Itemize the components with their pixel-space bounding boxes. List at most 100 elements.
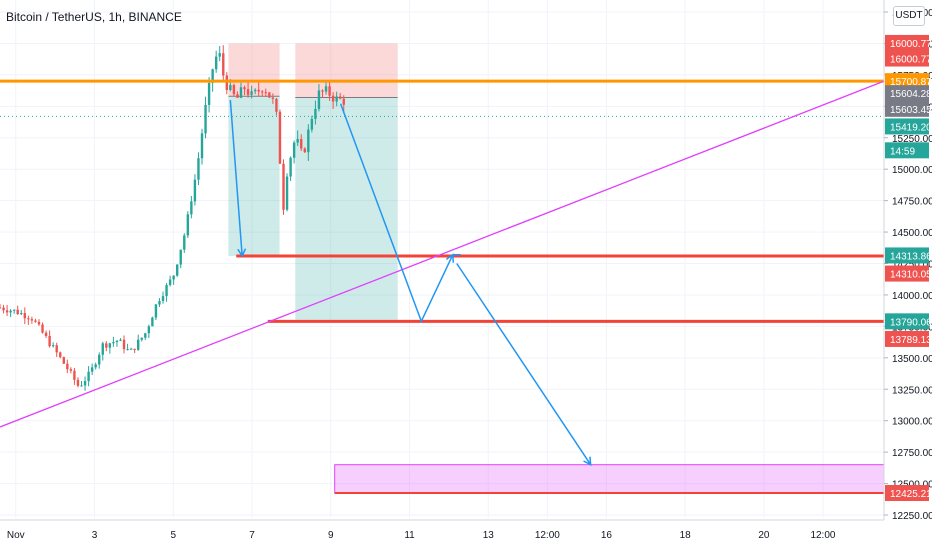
candle-body [250, 91, 253, 95]
candlesticks [0, 45, 345, 391]
candle-body [23, 313, 27, 319]
price-label-badge [885, 313, 929, 330]
trend-line[interactable] [0, 80, 885, 428]
candle-body [303, 148, 306, 153]
projection-arrow[interactable] [456, 263, 592, 466]
candle-body [37, 321, 41, 325]
candle-body [271, 97, 275, 99]
candle-body [317, 90, 321, 109]
candle-body [292, 142, 296, 158]
price-label: 12425.21 [890, 489, 932, 500]
projection-arrow[interactable] [339, 103, 454, 324]
candle-body [253, 89, 257, 92]
candle-body [183, 235, 186, 250]
candle-body [190, 201, 193, 215]
time-tick-label: 13 [483, 530, 495, 541]
candle-body [108, 343, 112, 348]
candle-body [275, 98, 278, 112]
candle-body [278, 111, 282, 164]
candle-body [225, 75, 229, 91]
candle-body [48, 335, 51, 347]
candle-body [158, 301, 161, 305]
grid [0, 0, 884, 518]
candle-body [154, 304, 158, 318]
candle-body [69, 369, 73, 371]
candle-body [140, 337, 143, 340]
candle-body [321, 90, 324, 92]
candle-body [229, 85, 232, 91]
candle-body [243, 87, 246, 90]
candle-body [207, 82, 211, 105]
candle-body [27, 318, 30, 320]
candle-body [87, 371, 90, 382]
candle-body [115, 340, 119, 343]
price-axis[interactable]: 16250.0016000.0015750.0015500.0015250.00… [883, 0, 932, 550]
price-label-badge [885, 247, 929, 264]
price-label: 16000.77 [890, 39, 932, 50]
time-tick-label: 3 [92, 530, 98, 541]
projection-arrow[interactable] [229, 99, 243, 257]
time-tick-label: 18 [680, 530, 692, 541]
time-axis-background [0, 520, 884, 550]
candle-body [20, 313, 23, 315]
short-position-stop-zone[interactable] [295, 43, 398, 98]
candle-body [314, 108, 317, 119]
price-tick-label: 15000.00 [892, 165, 932, 176]
short-position-target-zone[interactable] [228, 96, 280, 256]
time-tick-label: Nov [7, 530, 25, 541]
candle-body [122, 339, 126, 350]
price-label: 13790.06 [890, 317, 932, 328]
candle-body [94, 364, 97, 368]
candle-body [137, 339, 140, 350]
currency-button[interactable]: USDT [893, 6, 925, 26]
time-axis[interactable]: Nov 3 5 7 9 11 13 12:00 16 18 20 12:00 [0, 519, 884, 550]
price-label: 14:59 [890, 146, 915, 157]
candle-body [9, 310, 12, 313]
candle-body [112, 342, 115, 344]
candle-body [328, 86, 331, 96]
candle-body [193, 179, 197, 202]
price-label-badge [885, 142, 929, 159]
time-tick-label: 20 [758, 530, 770, 541]
candle-body [197, 158, 200, 180]
price-label-badge [885, 118, 929, 135]
price-label: 15604.28 [890, 89, 932, 100]
chart-title: Bitcoin / TetherUS, 1h, BINANCE [6, 10, 182, 24]
price-label-badge [885, 50, 929, 67]
time-tick-label: 11 [404, 530, 415, 541]
candle-body [101, 343, 104, 355]
candle-body [296, 139, 299, 143]
candle-body [268, 92, 271, 98]
arrow-head [237, 248, 247, 258]
candle-body [129, 348, 133, 350]
candle-body [62, 357, 65, 364]
candle-body [34, 320, 37, 322]
time-tick-label: 12:00 [810, 530, 835, 541]
candle-body [98, 354, 101, 365]
price-label: 13789.13 [890, 335, 932, 346]
price-tick-label: 14500.00 [892, 228, 932, 239]
candle-body [90, 367, 94, 372]
arrow-head [583, 456, 592, 467]
short-position-target-zone[interactable] [295, 97, 398, 322]
candle-body [5, 310, 9, 313]
candle-body [335, 96, 338, 102]
candle-body [119, 339, 122, 341]
candle-body [59, 352, 62, 358]
time-tick-label: 12:00 [535, 530, 560, 541]
trend-drawings[interactable] [0, 79, 885, 467]
short-position-stop-zone[interactable] [228, 43, 280, 97]
candle-body [214, 56, 218, 70]
price-label-badge [885, 100, 929, 117]
candle-body [41, 324, 44, 333]
candle-body [12, 309, 16, 311]
drawings[interactable] [0, 43, 885, 494]
target-zone-rectangle[interactable] [334, 464, 885, 494]
candle-body [282, 163, 285, 210]
candle-body [55, 345, 58, 353]
price-tick-label: 15250.00 [892, 134, 932, 145]
candle-body [175, 264, 179, 276]
candle-body [105, 343, 108, 348]
price-tick-label: 13500.00 [892, 354, 932, 365]
